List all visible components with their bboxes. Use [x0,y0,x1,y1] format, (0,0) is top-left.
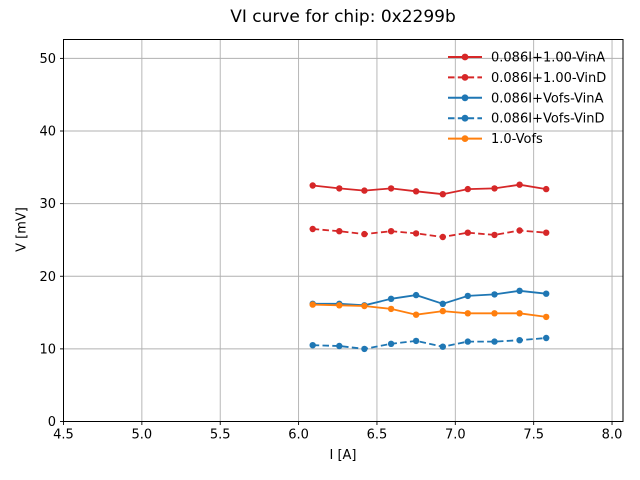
data-point-marker [543,313,550,321]
legend-label: 0.086I+1.00-VinD [491,71,606,86]
legend: 0.086I+1.00-VinA 0.086I+1.00-VinD 0.086I+V… [448,51,606,147]
y-tick-label: 0 [48,415,56,430]
data-point-marker [309,342,316,349]
data-point-marker [464,185,471,193]
legend-label: 1.0-Vofs [491,132,543,147]
data-point-marker [361,345,368,353]
legend-entry: 0.086I+Vofs-VinD [448,112,605,127]
legend-sample-marker [461,135,469,143]
data-point-marker [336,228,343,235]
data-point-marker [361,230,368,238]
data-point-marker [464,229,471,236]
data-point-marker [516,287,523,294]
data-point-marker [543,334,550,342]
data-point-marker [543,229,550,236]
data-point-marker [336,342,343,350]
y-axis-label: V [mV] [14,207,30,252]
legend-label: 0.086I+Vofs-VinD [491,112,605,127]
data-point-marker [387,340,395,347]
data-point-marker [387,228,395,235]
legend-sample-marker [461,94,469,102]
data-point-marker [516,310,523,317]
data-point-marker [387,185,395,192]
x-tick-label: 6.5 [367,428,388,443]
chart-title: VI curve for chip: 0x2299b [230,7,456,27]
x-tick-label: 5.0 [132,428,153,443]
legend-entry: 1.0-Vofs [448,132,543,147]
data-point-marker [439,343,446,350]
data-point-marker [516,181,523,188]
data-point-marker [439,300,446,307]
series-line [312,289,547,307]
data-point-marker [412,230,420,237]
data-point-marker [387,295,395,302]
x-tick-label: 7.5 [523,428,544,443]
data-point-marker [464,310,471,317]
series-line [312,183,547,196]
grid [63,39,623,422]
data-point-marker [543,290,550,297]
data-point-marker [412,291,420,299]
y-tick-label: 30 [39,197,56,212]
data-point-marker [387,305,395,313]
legend-label: 0.086I+1.00-VinA [491,51,605,66]
y-tick-label: 50 [39,52,56,67]
data-point-marker [491,291,498,298]
series-line [312,303,547,318]
data-point-marker [439,233,446,241]
series-0.086I+Vofs-VinD [309,334,550,353]
data-point-marker [412,311,420,318]
data-point-marker [439,307,446,315]
data-point-marker [491,185,498,192]
legend-entry: 0.086I+Vofs-VinA [448,91,604,106]
data-point-marker [412,188,420,195]
x-tick-label: 5.5 [210,428,231,443]
x-axis-label: I [A] [329,448,357,463]
data-point-marker [491,231,498,239]
y-tick-label: 40 [39,125,56,140]
data-point-marker [309,182,316,189]
data-point-marker [491,338,498,345]
x-axis-ticks: 4.5 5.0 5.5 6.0 6.5 7.0 7.5 8.0 [53,421,623,443]
data-point-marker [543,185,550,193]
data-point-marker [464,338,471,345]
data-point-marker [336,185,343,192]
data-point-marker [309,225,316,233]
x-tick-label: 4.5 [53,428,74,443]
data-point-marker [516,227,523,234]
legend-sample-marker [461,53,469,61]
legend-sample-marker [461,74,469,81]
data-point-marker [336,302,343,309]
series-line [312,228,547,238]
data-point-marker [361,187,368,194]
data-point-marker [439,191,446,198]
legend-entry: 0.086I+1.00-VinA [448,51,605,66]
series-line [312,337,547,350]
y-axis-ticks: 0 10 20 30 40 50 [39,52,64,430]
data-point-marker [491,310,498,317]
data-point-marker [516,337,523,344]
legend-sample-marker [461,114,469,122]
series-0.086I+1.00-VinD [309,225,550,241]
legend-label: 0.086I+Vofs-VinA [491,91,604,106]
x-tick-label: 8.0 [602,428,623,443]
y-tick-label: 10 [39,342,56,357]
series-0.086I+1.00-VinA [309,181,550,198]
x-tick-label: 6.0 [288,428,309,443]
data-point-marker [309,301,316,308]
data-point-marker [361,302,368,310]
series-1.0-Vofs [309,301,550,321]
x-tick-label: 7.0 [445,428,466,443]
axes-frame [63,39,624,422]
data-point-marker [464,292,471,300]
y-tick-label: 20 [39,270,56,285]
legend-entry: 0.086I+1.00-VinD [448,71,606,86]
data-point-marker [412,337,420,345]
